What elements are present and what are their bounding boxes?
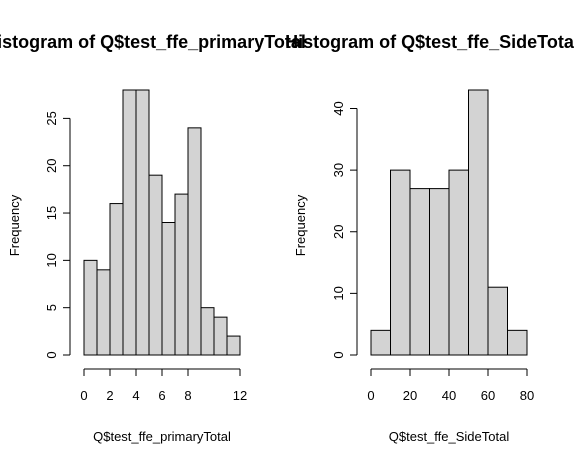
chart-title: Histogram of Q$test_ffe_primaryTotal — [0, 32, 306, 52]
histogram-bar — [148, 174, 163, 356]
y-tick-label: 0 — [44, 351, 59, 358]
histogram-bar — [448, 169, 469, 356]
y-tick-label: 5 — [44, 304, 59, 311]
y-tick-label: 20 — [44, 158, 59, 172]
histogram-panel-primary: 0 2 4 6 8 12 0 5 10 15 20 25 Histogram of Q$test_ffe… — [0, 32, 306, 444]
histogram-bar — [390, 169, 411, 356]
histogram-bar — [370, 329, 391, 356]
histogram-bar — [109, 203, 124, 356]
histogram-bar — [409, 188, 430, 356]
y-tick-label: 10 — [44, 253, 59, 267]
chart-title: Histogram of Q$test_ffe_SideTotal — [285, 32, 574, 52]
histogram-panel-side: 0 20 40 60 80 0 10 20 30 40 Histogram of Q$test_ff… — [285, 32, 574, 444]
x-tick-label: 60 — [481, 388, 495, 403]
histogram-bar — [122, 89, 137, 356]
histogram-bar — [507, 329, 528, 356]
x-tick-label: 40 — [442, 388, 456, 403]
y-tick-label: 40 — [331, 101, 346, 115]
x-tick-label: 20 — [403, 388, 417, 403]
y-tick-label: 25 — [44, 111, 59, 125]
y-tick-label: 30 — [331, 163, 346, 177]
x-tick-label: 8 — [184, 388, 191, 403]
y-axis-label: Frequency — [7, 194, 22, 256]
x-tick-label: 4 — [132, 388, 139, 403]
x-tick-label: 2 — [106, 388, 113, 403]
histogram-bar — [96, 269, 111, 356]
y-axis-label: Frequency — [293, 194, 308, 256]
histogram-bar — [174, 193, 189, 356]
x-axis-label: Q$test_ffe_primaryTotal — [93, 429, 231, 444]
histogram-bar — [83, 259, 98, 356]
histogram-bar — [468, 89, 489, 356]
x-axis-label: Q$test_ffe_SideTotal — [389, 429, 510, 444]
y-tick-label: 20 — [331, 225, 346, 239]
x-tick-label: 12 — [233, 388, 247, 403]
histogram-bar — [187, 127, 202, 356]
histogram-bar — [487, 286, 508, 356]
x-tick-label: 0 — [367, 388, 374, 403]
x-tick-label: 0 — [80, 388, 87, 403]
histogram-bar — [135, 89, 150, 356]
y-tick-label: 0 — [331, 351, 346, 358]
x-tick-label: 6 — [158, 388, 165, 403]
y-tick-label: 10 — [331, 286, 346, 300]
y-tick-label: 15 — [44, 206, 59, 220]
histogram-bar — [429, 188, 450, 356]
histogram-bar — [200, 307, 215, 356]
histogram-bar — [213, 316, 228, 356]
x-tick-label: 80 — [520, 388, 534, 403]
histogram-bar — [226, 335, 241, 356]
histogram-bar — [161, 222, 176, 356]
